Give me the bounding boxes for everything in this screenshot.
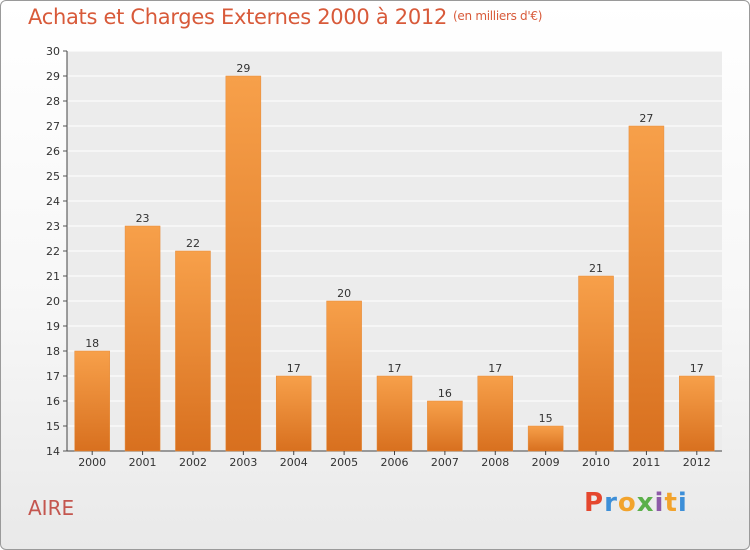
logo-letter: r bbox=[604, 488, 618, 518]
y-tick-label: 29 bbox=[46, 70, 60, 83]
bar bbox=[628, 125, 665, 452]
x-tick-label: 2009 bbox=[532, 456, 560, 469]
x-tick-label: 2007 bbox=[431, 456, 459, 469]
x-tick-label: 2006 bbox=[381, 456, 409, 469]
y-tick-label: 14 bbox=[46, 445, 60, 458]
x-tick-label: 2011 bbox=[632, 456, 660, 469]
proxiti-logo: Proxiti bbox=[584, 488, 688, 518]
y-tick-label: 24 bbox=[46, 195, 60, 208]
data-label: 17 bbox=[388, 362, 402, 375]
chart-subtitle: (en milliers d'€) bbox=[453, 9, 543, 23]
x-tick-label: 2001 bbox=[129, 456, 157, 469]
y-tick-label: 16 bbox=[46, 395, 60, 408]
bar bbox=[477, 375, 514, 452]
y-tick-label: 20 bbox=[46, 295, 60, 308]
y-tick-label: 23 bbox=[46, 220, 60, 233]
data-label: 16 bbox=[438, 387, 452, 400]
bar bbox=[74, 350, 110, 452]
x-tick-label: 2005 bbox=[330, 456, 358, 469]
x-tick-label: 2004 bbox=[280, 456, 308, 469]
bar bbox=[175, 250, 211, 452]
x-tick-label: 2010 bbox=[582, 456, 610, 469]
y-tick-label: 27 bbox=[46, 120, 60, 133]
y-tick-label: 22 bbox=[46, 245, 60, 258]
logo-letter: P bbox=[584, 488, 605, 518]
chart-title: Achats et Charges Externes 2000 à 2012 (e… bbox=[28, 5, 542, 29]
y-tick-label: 30 bbox=[46, 45, 60, 58]
x-tick-label: 2003 bbox=[229, 456, 257, 469]
data-label: 27 bbox=[639, 112, 653, 125]
y-tick-label: 28 bbox=[46, 95, 60, 108]
bar bbox=[124, 225, 161, 452]
x-tick-label: 2000 bbox=[78, 456, 106, 469]
data-label: 15 bbox=[539, 412, 553, 425]
commune-name: AIRE bbox=[28, 496, 75, 520]
bar bbox=[326, 300, 362, 452]
data-label: 17 bbox=[287, 362, 301, 375]
bar bbox=[275, 375, 312, 452]
chart-title-text: Achats et Charges Externes 2000 à 2012 bbox=[28, 5, 448, 29]
x-tick-label: 2002 bbox=[179, 456, 207, 469]
y-tick-label: 26 bbox=[46, 145, 60, 158]
x-tick-label: 2012 bbox=[683, 456, 711, 469]
data-label: 23 bbox=[136, 212, 150, 225]
y-tick-label: 21 bbox=[46, 270, 60, 283]
y-tick-label: 25 bbox=[46, 170, 60, 183]
data-label: 17 bbox=[488, 362, 502, 375]
y-tick-label: 19 bbox=[46, 320, 60, 333]
bar bbox=[578, 275, 614, 452]
x-tick-label: 2008 bbox=[481, 456, 509, 469]
logo-letter: x bbox=[636, 488, 655, 518]
data-label: 17 bbox=[690, 362, 704, 375]
data-label: 20 bbox=[337, 287, 351, 300]
data-label: 29 bbox=[236, 62, 250, 75]
y-tick-label: 18 bbox=[46, 345, 60, 358]
logo-letter: i bbox=[654, 488, 665, 518]
bar bbox=[679, 375, 715, 452]
bar bbox=[427, 400, 463, 452]
logo-letter: o bbox=[617, 488, 637, 518]
logo-letter: i bbox=[677, 488, 688, 518]
logo-letter: t bbox=[664, 488, 678, 518]
bar bbox=[527, 425, 564, 452]
y-tick-label: 15 bbox=[46, 420, 60, 433]
data-label: 21 bbox=[589, 262, 603, 275]
data-label: 18 bbox=[85, 337, 99, 350]
bar bbox=[225, 75, 262, 452]
data-label: 22 bbox=[186, 237, 200, 250]
y-tick-label: 17 bbox=[46, 370, 60, 383]
bar bbox=[376, 375, 413, 452]
